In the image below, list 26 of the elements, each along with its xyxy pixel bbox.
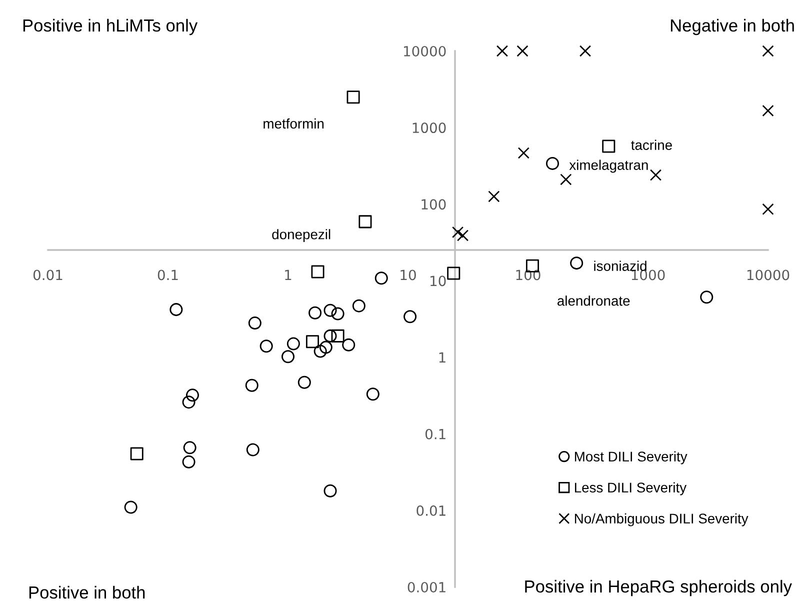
annotation: isoniazid [594,260,646,271]
x-tick-label: 1 [285,270,292,280]
x-tick-label: 1000 [632,270,665,280]
annotation: ximelagatran [569,160,648,173]
legend-label: No/Ambiguous DILI Severity [574,513,748,526]
legend-label: Most DILI Severity [574,451,688,464]
annotation: tacrine [631,140,672,150]
y-tick-label: 1 [439,352,446,363]
text: Positive in hLiMTs only [23,18,198,36]
legend-label: Less DILI Severity [574,482,687,496]
text: Negative in both [670,18,794,36]
x-tick-label: 0.1 [158,270,178,280]
annotation: Positive in HepaRG spheroids only [525,580,792,596]
y-tick-label: 10000 [404,46,446,56]
y-tick-label: 100 [422,199,446,210]
y-tick-label: 0.1 [425,428,446,440]
y-tick-label: 0.01 [416,505,446,516]
x-tick-label: 10 [400,270,416,280]
annotation: Positive in both [29,586,145,599]
y-tick-label: 1000 [412,122,446,134]
annotation: alendronate [558,296,630,306]
annotation: metformin [264,118,324,129]
y-tick-label: 0.001 [408,582,446,592]
annotation: donepezil [272,229,330,242]
x-tick-label: 0.01 [33,270,62,280]
x-tick-label: 10000 [747,270,790,280]
